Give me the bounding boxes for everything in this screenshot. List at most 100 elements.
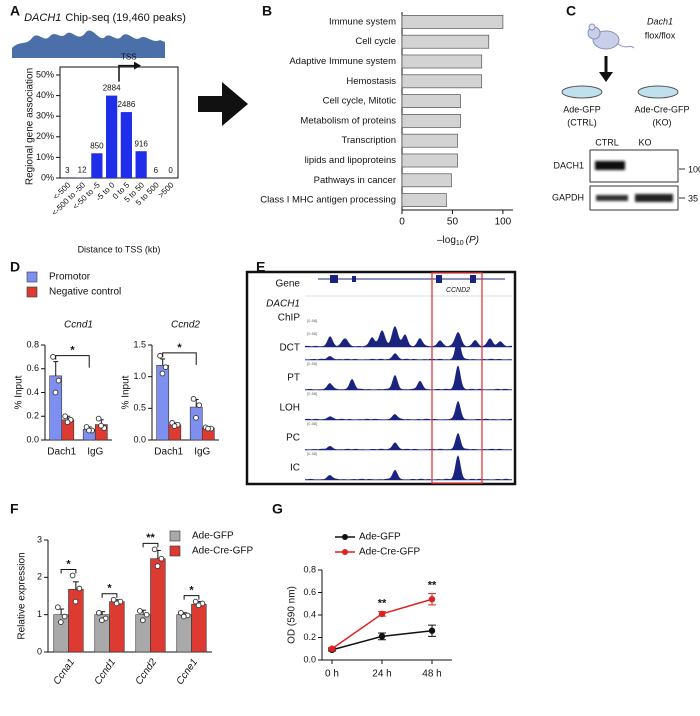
track-scale: [0-58]	[307, 318, 317, 323]
marker-label: 100	[688, 164, 700, 174]
bar	[120, 112, 132, 178]
data-point	[96, 609, 102, 616]
data-point	[192, 598, 199, 605]
data-point	[113, 600, 120, 607]
exon	[470, 275, 476, 283]
x-axis-label: –log10 (P)	[437, 235, 479, 247]
data-point	[328, 645, 336, 652]
panel-label: F	[10, 501, 19, 517]
x-tick-label: Ccnd1	[93, 657, 119, 687]
lane-label: CTRL	[595, 137, 619, 147]
significance-bracket	[183, 595, 200, 600]
data-point	[50, 354, 56, 360]
data-point	[52, 389, 59, 396]
protein-label: GAPDH	[552, 192, 584, 202]
data-point	[139, 617, 146, 624]
x-tick-label: IgG	[194, 447, 210, 458]
data-point	[428, 596, 436, 603]
signal-track	[305, 336, 512, 360]
y-tick-label: 0.4	[26, 387, 39, 397]
x-tick-label: 0 h	[325, 669, 339, 680]
data-point	[162, 364, 169, 371]
dish-label: (CTRL)	[567, 117, 597, 127]
bar	[401, 173, 452, 188]
data-point	[205, 425, 211, 432]
category-label: Metabolism of proteins	[300, 115, 396, 126]
legend-label: Ade-Cre-GFP	[192, 546, 253, 557]
count-label: 0	[168, 166, 173, 175]
category-label: Transcription	[341, 135, 396, 146]
title-text: Chip-seq (19,460 peaks)	[65, 12, 185, 24]
tss-arrow	[118, 64, 135, 82]
significance-bracket	[60, 568, 77, 574]
count-label: 12	[78, 166, 87, 175]
significance-bracket	[162, 352, 197, 365]
bar	[401, 34, 490, 49]
mouse-icon	[587, 23, 635, 50]
bar	[401, 94, 461, 108]
legend-label: Promotor	[49, 272, 91, 283]
significance-label: *	[189, 585, 194, 597]
y-axis-label: % Input	[121, 375, 132, 409]
bar	[191, 603, 207, 653]
track-scale: [0-58]	[307, 331, 317, 336]
x-tick-label: 100	[495, 217, 512, 228]
highlight-box	[431, 272, 483, 484]
data-point	[157, 352, 163, 359]
legend-swatch	[26, 271, 38, 283]
signal-track	[305, 326, 512, 347]
tss-arrow-head	[134, 61, 141, 70]
gene-label: Dach1	[647, 16, 673, 26]
x-label-sub: 10	[456, 240, 464, 247]
bar	[401, 193, 447, 207]
x-tick-label: IgG	[87, 447, 103, 458]
legend-label: Negative control	[49, 287, 121, 298]
y-tick-label: 2	[37, 572, 42, 582]
track-scale: [0-58]	[307, 361, 317, 366]
data-point	[95, 415, 102, 422]
track-scale: [0-58]	[307, 421, 317, 426]
data-point	[64, 419, 71, 426]
track-label: PC	[286, 433, 300, 444]
track-label: PT	[287, 373, 300, 384]
category-label: Class I MHC antigen processing	[260, 195, 396, 206]
data-point	[69, 572, 76, 579]
blot-frame	[589, 149, 679, 183]
track-label: DCT	[279, 343, 300, 354]
data-point	[196, 402, 202, 409]
legend-label: Ade-GFP	[192, 531, 234, 542]
y-tick-label: 30%	[36, 111, 54, 121]
gene-name: CCND2	[446, 287, 470, 294]
x-tick-label: Ccne1	[175, 657, 201, 687]
data-point	[62, 413, 68, 420]
data-point	[171, 423, 178, 429]
panel-label: C	[566, 3, 576, 19]
track-label: LOH	[279, 403, 300, 414]
x-tick-label: 0	[399, 217, 405, 228]
legend-marker	[342, 549, 348, 555]
data-point	[195, 602, 202, 609]
dish	[561, 85, 603, 99]
significance-bracket	[55, 355, 90, 368]
data-point	[55, 604, 61, 611]
dish-label: (KO)	[653, 117, 672, 127]
dish-label: Ade-Cre-GFP	[634, 104, 689, 114]
data-point	[180, 613, 187, 620]
bar	[156, 364, 170, 441]
x-tick-label: 50	[447, 217, 459, 228]
data-point	[98, 617, 105, 624]
count-label: 2884	[103, 84, 121, 93]
panel-e: E Gene CCND2 DACH1 ChIP	[245, 259, 517, 486]
category-label: Adaptive Immune system	[289, 56, 396, 67]
y-tick-label: 0	[37, 646, 42, 656]
bar	[49, 375, 63, 441]
blot-band	[596, 195, 628, 201]
bar	[401, 54, 483, 69]
data-point	[151, 546, 158, 553]
data-point	[154, 563, 161, 569]
bar	[150, 558, 166, 653]
panel-label: B	[262, 3, 272, 19]
y-tick-label: 1.5	[133, 339, 146, 349]
y-tick-label: 40%	[36, 90, 54, 100]
